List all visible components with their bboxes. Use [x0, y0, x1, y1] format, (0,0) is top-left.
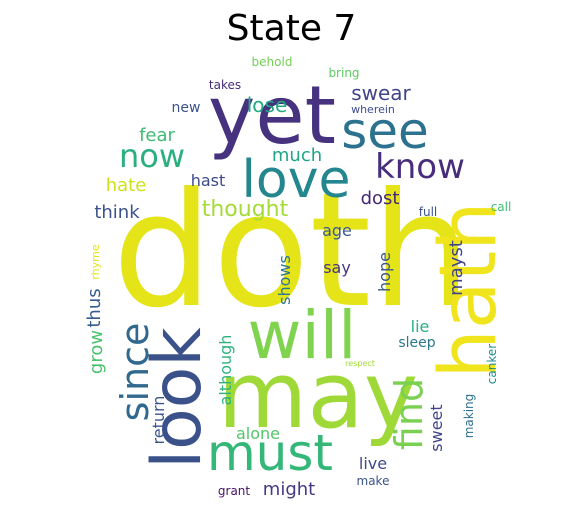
word-thus: thus [84, 288, 105, 327]
word-make: make [357, 474, 390, 488]
word-much: much [272, 145, 322, 166]
word-full: full [419, 205, 438, 219]
word-love: love [241, 150, 350, 210]
word-mayst: mayst [446, 240, 467, 296]
word-look: look [138, 327, 217, 469]
word-canker: canker [485, 344, 499, 384]
word-although: although [216, 335, 235, 406]
word-hath: hath [424, 201, 514, 378]
word-see: see [341, 102, 429, 160]
word-will: will [248, 297, 357, 374]
word-lie: lie [411, 317, 430, 336]
chart-title: State 7 [226, 8, 357, 49]
word-age: age [322, 221, 352, 240]
word-call: call [491, 200, 512, 214]
word-behold: behold [252, 55, 293, 69]
word-thought: thought [202, 197, 289, 222]
word-grow: grow [86, 330, 107, 374]
word-fear: fear [139, 125, 175, 146]
word-may: may [218, 342, 418, 449]
word-must: must [207, 424, 333, 482]
word-respect: respect [345, 359, 375, 368]
word-might: might [263, 479, 315, 500]
word-bring: bring [328, 66, 359, 80]
word-shows: shows [275, 255, 294, 305]
word-wherein: wherein [351, 103, 395, 116]
word-live: live [359, 454, 387, 473]
word-takes: takes [209, 78, 241, 92]
word-since: since [113, 323, 157, 422]
word-think: think [94, 202, 140, 223]
word-hate: hate [106, 175, 147, 196]
word-making: making [462, 394, 476, 439]
word-lose: lose [247, 93, 288, 117]
word-say: say [323, 258, 351, 277]
word-grant: grant [218, 484, 251, 498]
word-find: find [387, 378, 431, 450]
word-now: now [119, 137, 185, 175]
word-swear: swear [351, 81, 411, 105]
word-alone: alone [236, 424, 280, 443]
word-know: know [375, 147, 465, 187]
word-hope: hope [375, 252, 394, 292]
word-sweet: sweet [427, 404, 446, 451]
word-yet: yet [208, 69, 336, 162]
word-new: new [172, 100, 201, 116]
word-sleep: sleep [398, 335, 435, 351]
word-doth: doth [112, 159, 471, 343]
word-hast: hast [191, 171, 226, 190]
word-dost: dost [361, 188, 400, 209]
word-rhyme: rhyme [89, 244, 102, 280]
word-return: return [149, 396, 168, 445]
